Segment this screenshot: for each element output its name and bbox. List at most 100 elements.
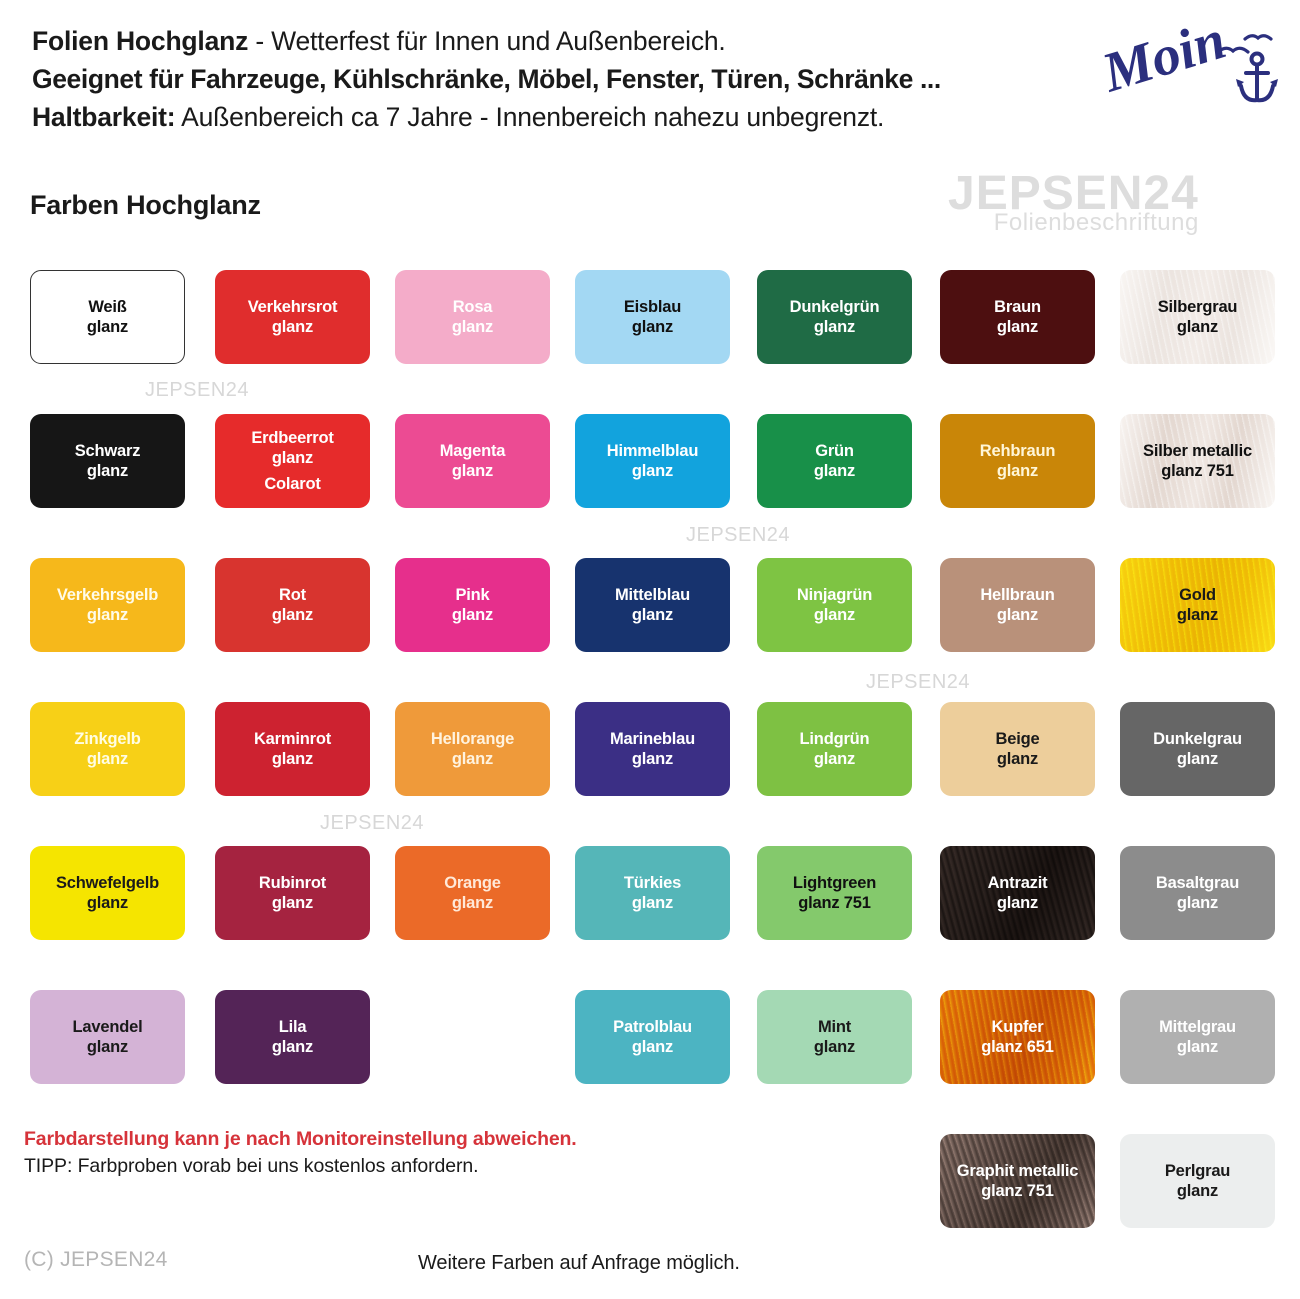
swatch-finish: glanz [86, 750, 129, 768]
color-swatch-schwarz[interactable]: Schwarz glanz [30, 414, 185, 508]
swatch-finish: glanz [996, 462, 1039, 480]
color-swatch-beige[interactable]: Beige glanz [940, 702, 1095, 796]
swatch-cell: Rubinrot glanz [215, 846, 370, 940]
swatch-finish: glanz [451, 894, 494, 912]
color-swatch-lightgreen[interactable]: Lightgreen glanz 751 [757, 846, 912, 940]
color-swatch-silbergrau[interactable]: Silbergrau glanz [1120, 270, 1275, 364]
color-swatch-patrolblau[interactable]: Patrolblau glanz [575, 990, 730, 1084]
section-title: Farben Hochglanz [30, 190, 261, 220]
color-swatch-basaltgrau[interactable]: Basaltgrau glanz [1120, 846, 1275, 940]
moin-script-text: Moin [1095, 9, 1233, 105]
moin-logo: Moin [1095, 8, 1298, 120]
color-swatch-marineblau[interactable]: Marineblau glanz [575, 702, 730, 796]
swatch-finish: glanz [996, 894, 1039, 912]
color-swatch-dunkelgr-n[interactable]: Dunkelgrün glanz [757, 270, 912, 364]
color-swatch-ninjagr-n[interactable]: Ninjagrün glanz [757, 558, 912, 652]
swatch-finish: glanz [271, 1038, 314, 1056]
color-swatch-mittelblau[interactable]: Mittelblau glanz [575, 558, 730, 652]
color-swatch-lila[interactable]: Lila glanz [215, 990, 370, 1084]
swatch-cell: Ninjagrün glanz [757, 558, 912, 652]
swatch-name: Braun [994, 297, 1041, 316]
color-swatch-hellorange[interactable]: Hellorange glanz [395, 702, 550, 796]
color-swatch-gold[interactable]: Gold glanz [1120, 558, 1275, 652]
header-line-1: Folien Hochglanz - Wetterfest für Innen … [32, 22, 1212, 60]
brand-watermark-tagline: Folienbeschriftung [993, 209, 1199, 237]
color-swatch-gr-n[interactable]: Grün glanz [757, 414, 912, 508]
color-swatch-lindgr-n[interactable]: Lindgrün glanz [757, 702, 912, 796]
color-swatch-rot[interactable]: Rot glanz [215, 558, 370, 652]
swatch-finish: glanz 651 [981, 1038, 1054, 1056]
color-swatch-verkehrsgelb[interactable]: Verkehrsgelb glanz [30, 558, 185, 652]
swatch-finish: glanz [451, 750, 494, 768]
swatch-finish: glanz [631, 318, 674, 336]
sample-tip: TIPP: Farbproben vorab bei uns kostenlos… [24, 1155, 479, 1177]
color-swatch-rosa[interactable]: Rosa glanz [395, 270, 550, 364]
swatch-cell: Beige glanz [940, 702, 1095, 796]
swatch-cell: Dunkelgrau glanz [1120, 702, 1275, 796]
color-swatch-graphit-metallic[interactable]: Graphit metallic glanz 751 [940, 1134, 1095, 1228]
swatch-name: Lightgreen [792, 873, 877, 892]
color-swatch-erdbeerrot[interactable]: Erdbeerrot glanz Colarot [215, 414, 370, 508]
anchor-fluke-left-icon [1236, 79, 1244, 87]
color-swatch-lavendel[interactable]: Lavendel glanz [30, 990, 185, 1084]
color-swatch-eisblau[interactable]: Eisblau glanz [575, 270, 730, 364]
swatch-name: Zinkgelb [74, 729, 141, 748]
color-swatch-t-rkies[interactable]: Türkies glanz [575, 846, 730, 940]
swatch-cell: Grün glanz [757, 414, 912, 508]
color-swatch-rehbraun[interactable]: Rehbraun glanz [940, 414, 1095, 508]
swatch-finish: glanz [86, 894, 129, 912]
header-line-2: Geeignet für Fahrzeuge, Kühlschränke, Mö… [32, 64, 941, 94]
color-swatch-mittelgrau[interactable]: Mittelgrau glanz [1120, 990, 1275, 1084]
swatch-finish: glanz 751 [1161, 462, 1234, 480]
swatch-finish: glanz [271, 894, 314, 912]
swatch-cell: Weiß glanz [30, 270, 185, 364]
color-swatch-braun[interactable]: Braun glanz [940, 270, 1095, 364]
color-swatch-dunkelgrau[interactable]: Dunkelgrau glanz [1120, 702, 1275, 796]
color-swatch-perlgrau[interactable]: Perlgrau glanz [1120, 1134, 1275, 1228]
swatch-cell: Lila glanz [215, 990, 370, 1084]
swatch-finish: glanz [271, 318, 314, 336]
jepsen24-watermark: JEPSEN24 [686, 524, 791, 546]
color-swatch-wei-[interactable]: Weiß glanz [30, 270, 185, 364]
color-swatch-himmelblau[interactable]: Himmelblau glanz [575, 414, 730, 508]
color-swatch-rubinrot[interactable]: Rubinrot glanz [215, 846, 370, 940]
swatch-cell: Basaltgrau glanz [1120, 846, 1275, 940]
color-swatch-orange[interactable]: Orange glanz [395, 846, 550, 940]
swatch-cell: Magenta glanz [395, 414, 550, 508]
swatch-finish: glanz [813, 606, 856, 624]
swatch-alt-name: Colarot [264, 474, 321, 493]
anchor-icon [1239, 51, 1275, 103]
swatch-finish: glanz 751 [981, 1182, 1054, 1200]
color-swatch-mint[interactable]: Mint glanz [757, 990, 912, 1084]
color-swatch-hellbraun[interactable]: Hellbraun glanz [940, 558, 1095, 652]
color-swatch-silber-metallic[interactable]: Silber metallic glanz 751 [1120, 414, 1275, 508]
swatch-finish: glanz [813, 318, 856, 336]
color-swatch-pink[interactable]: Pink glanz [395, 558, 550, 652]
color-swatch-schwefelgelb[interactable]: Schwefelgelb glanz [30, 846, 185, 940]
swatch-cell: Perlgrau glanz [1120, 1134, 1275, 1228]
swatch-name: Graphit metallic [956, 1161, 1079, 1180]
swatch-finish: glanz [631, 462, 674, 480]
color-swatch-verkehrsrot[interactable]: Verkehrsrot glanz [215, 270, 370, 364]
color-swatch-karminrot[interactable]: Karminrot glanz [215, 702, 370, 796]
brand-watermark: JEPSEN24 Folienbeschriftung [948, 169, 1199, 237]
swatch-name: Grün [815, 441, 854, 460]
swatch-finish: glanz [451, 606, 494, 624]
swatch-name: Hellbraun [980, 585, 1055, 604]
swatch-cell: Kupfer glanz 651 [940, 990, 1095, 1084]
swatch-finish: glanz [271, 750, 314, 768]
color-swatch-zinkgelb[interactable]: Zinkgelb glanz [30, 702, 185, 796]
swatch-cell: Zinkgelb glanz [30, 702, 185, 796]
swatch-finish: glanz [451, 318, 494, 336]
moin-wordmark: Moin [1098, 9, 1233, 105]
swatch-name: Türkies [623, 873, 682, 892]
color-swatch-antrazit[interactable]: Antrazit glanz [940, 846, 1095, 940]
header-line-1-rest: - Wetterfest für Innen und Außenbereich. [248, 26, 726, 56]
swatch-cell: Dunkelgrün glanz [757, 270, 912, 364]
color-swatch-magenta[interactable]: Magenta glanz [395, 414, 550, 508]
swatch-name: Schwefelgelb [55, 873, 160, 892]
swatch-name: Mint [817, 1017, 852, 1036]
color-swatch-kupfer[interactable]: Kupfer glanz 651 [940, 990, 1095, 1084]
swatch-name: Silbergrau [1157, 297, 1238, 316]
swatch-finish: glanz [996, 750, 1039, 768]
